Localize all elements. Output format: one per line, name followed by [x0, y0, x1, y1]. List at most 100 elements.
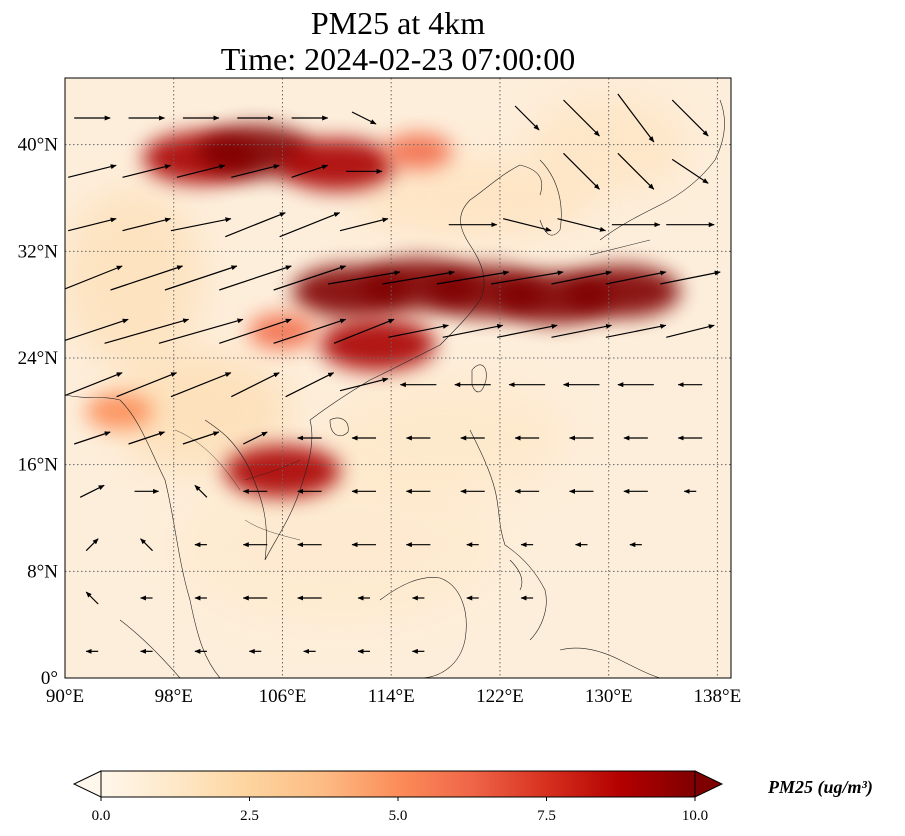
coastline-borneo	[379, 577, 467, 678]
wind-arrow	[164, 265, 238, 291]
wind-arrow	[617, 152, 655, 190]
wind-arrow	[170, 372, 232, 398]
wind-arrow	[68, 164, 117, 178]
x-tick-label: 122°E	[476, 686, 524, 707]
coastline-philippines	[469, 429, 547, 641]
x-axis-ticks: 90°E 98°E 106°E 114°E 122°E 130°E 138°E	[46, 686, 741, 707]
wind-arrow	[291, 164, 329, 178]
wind-arrow	[85, 591, 99, 605]
plume	[85, 393, 154, 430]
wind-arrow	[671, 158, 709, 184]
wind-arrow	[65, 372, 123, 397]
wind-arrow	[194, 484, 208, 498]
title-line-2: Time: 2024-02-23 07:00:00	[221, 41, 575, 77]
wind-arrow	[65, 265, 123, 290]
wind-arrow	[140, 538, 153, 552]
wind-arrow	[388, 323, 449, 338]
y-tick-label: 32°N	[18, 241, 59, 262]
plume	[319, 318, 436, 371]
wind-arrow	[551, 323, 612, 338]
wind-arrow	[279, 212, 341, 238]
y-axis-ticks: 0° 8°N 16°N 24°N 32°N 40°N	[18, 135, 59, 689]
wind-arrow	[551, 270, 612, 285]
colorbar: 0.0 2.5 5.0 7.5 10.0 PM25 (ug/m³)	[72, 770, 873, 824]
wash-patch	[65, 188, 203, 368]
title-line-1: PM25 at 4km	[311, 5, 485, 41]
wind-arrow	[442, 323, 504, 338]
wind-arrow	[116, 372, 178, 398]
wind-arrow	[563, 99, 600, 137]
wash-patch	[528, 94, 689, 195]
wind-arrow	[671, 99, 709, 137]
wind-arrow	[351, 111, 377, 125]
wind-arrow	[660, 270, 721, 285]
x-tick-label: 98°E	[155, 686, 193, 707]
wind-arrow	[382, 270, 455, 285]
colorbar-tick-label: 0.0	[92, 808, 111, 824]
wind-arrow	[176, 164, 226, 178]
wind-arrow	[128, 431, 166, 445]
wash-patch	[325, 378, 566, 498]
wind-arrow	[79, 484, 105, 498]
colorbar-tick-label: 2.5	[240, 808, 259, 824]
y-tick-label: 0°	[41, 668, 58, 689]
plot-frame	[64, 77, 732, 679]
colorbar-tick-label: 7.5	[537, 808, 556, 824]
wind-arrow	[68, 217, 117, 232]
coastlines	[65, 99, 725, 678]
wind-arrow	[219, 265, 292, 291]
wind-arrow	[605, 270, 667, 285]
y-tick-label: 24°N	[18, 348, 59, 369]
wind-arrow	[557, 218, 606, 232]
wind-arrow	[158, 318, 244, 344]
wind-arrow	[231, 164, 280, 178]
wind-arrow	[104, 318, 190, 344]
x-tick-label: 114°E	[368, 686, 415, 707]
wind-arrow	[273, 265, 347, 291]
wind-arrow	[219, 318, 292, 344]
colorbar-gradient	[100, 770, 696, 798]
wind-arrow	[273, 318, 347, 344]
wind-arrow	[225, 212, 286, 238]
map-plot-area	[65, 78, 731, 678]
wind-arrow	[514, 105, 540, 131]
coastline-newguinea	[559, 647, 661, 678]
colorbar-tick-label: 10.0	[682, 808, 708, 824]
wind-arrow	[285, 372, 335, 398]
x-tick-label: 138°E	[694, 686, 742, 707]
colorbar-tick-label: 5.0	[389, 808, 408, 824]
wind-arrow	[339, 377, 389, 392]
coastline-japan	[589, 99, 725, 256]
wind-arrow	[65, 318, 129, 342]
wind-arrow	[497, 323, 558, 338]
wind-arrow	[617, 93, 655, 143]
wind-arrow	[333, 318, 395, 344]
x-tick-label: 130°E	[585, 686, 633, 707]
wind-arrow	[85, 538, 99, 552]
wind-arrow	[327, 270, 401, 285]
wind-arrow	[170, 217, 232, 232]
colorbar-min-extend	[72, 770, 102, 798]
coastline-taiwan	[471, 364, 487, 393]
y-tick-label: 16°N	[18, 455, 59, 476]
wind-arrow	[436, 270, 510, 285]
wind-arrow	[110, 265, 184, 291]
plume	[278, 138, 395, 191]
wash-patch	[176, 464, 497, 625]
coastline-asia-mainland	[65, 164, 543, 678]
gridlines	[65, 78, 731, 678]
wind-arrow	[243, 431, 268, 445]
wind-arrow	[563, 152, 600, 190]
colorbar-max-extend	[694, 770, 724, 798]
y-tick-label: 40°N	[18, 135, 59, 156]
x-tick-label: 106°E	[259, 686, 307, 707]
wind-arrow	[231, 372, 280, 398]
wind-arrow	[491, 270, 564, 285]
wind-arrow	[73, 431, 111, 445]
wind-arrow	[182, 431, 220, 445]
wind-arrow	[502, 218, 552, 232]
y-tick-label: 8°N	[27, 561, 58, 582]
colorbar-label: PM25 (ug/m³)	[767, 777, 873, 798]
plume	[384, 133, 453, 170]
